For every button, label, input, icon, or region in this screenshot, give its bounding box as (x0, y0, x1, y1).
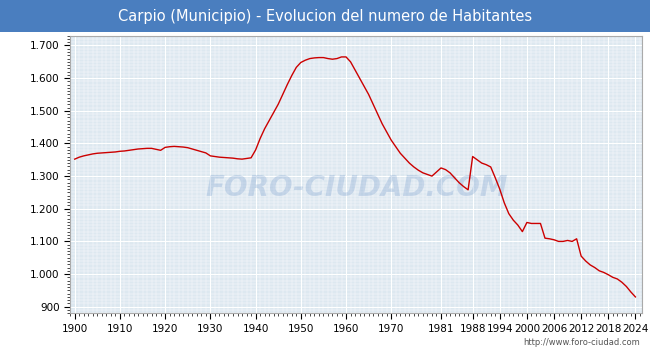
Text: FORO-CIUDAD.COM: FORO-CIUDAD.COM (205, 174, 508, 202)
Text: Carpio (Municipio) - Evolucion del numero de Habitantes: Carpio (Municipio) - Evolucion del numer… (118, 9, 532, 23)
Text: http://www.foro-ciudad.com: http://www.foro-ciudad.com (523, 338, 640, 347)
